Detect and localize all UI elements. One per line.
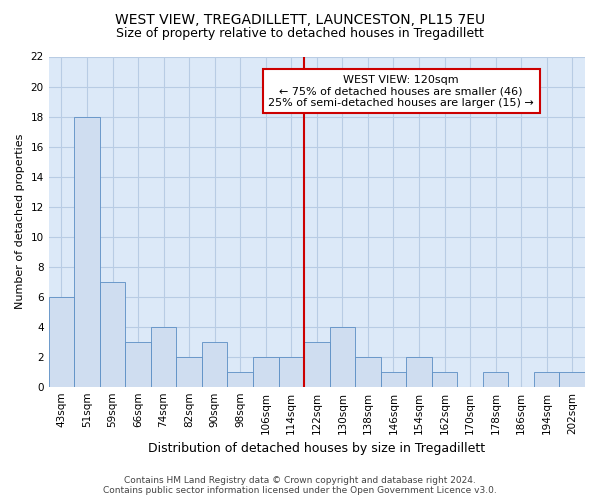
Bar [329,326,355,386]
Bar [49,296,74,386]
Bar [74,116,100,386]
Bar [151,326,176,386]
Bar [355,356,380,386]
Bar [227,372,253,386]
Y-axis label: Number of detached properties: Number of detached properties [15,134,25,310]
Text: WEST VIEW, TREGADILLETT, LAUNCESTON, PL15 7EU: WEST VIEW, TREGADILLETT, LAUNCESTON, PL1… [115,12,485,26]
Bar [559,372,585,386]
Bar [100,282,125,387]
Bar [406,356,432,386]
Bar [176,356,202,386]
Bar [253,356,278,386]
Bar [380,372,406,386]
Bar [483,372,508,386]
Text: Contains HM Land Registry data © Crown copyright and database right 2024.
Contai: Contains HM Land Registry data © Crown c… [103,476,497,495]
Bar [125,342,151,386]
Text: Size of property relative to detached houses in Tregadillett: Size of property relative to detached ho… [116,28,484,40]
Bar [278,356,304,386]
Text: WEST VIEW: 120sqm
← 75% of detached houses are smaller (46)
25% of semi-detached: WEST VIEW: 120sqm ← 75% of detached hous… [268,74,534,108]
Bar [432,372,457,386]
Bar [534,372,559,386]
Bar [304,342,329,386]
X-axis label: Distribution of detached houses by size in Tregadillett: Distribution of detached houses by size … [148,442,485,455]
Bar [202,342,227,386]
